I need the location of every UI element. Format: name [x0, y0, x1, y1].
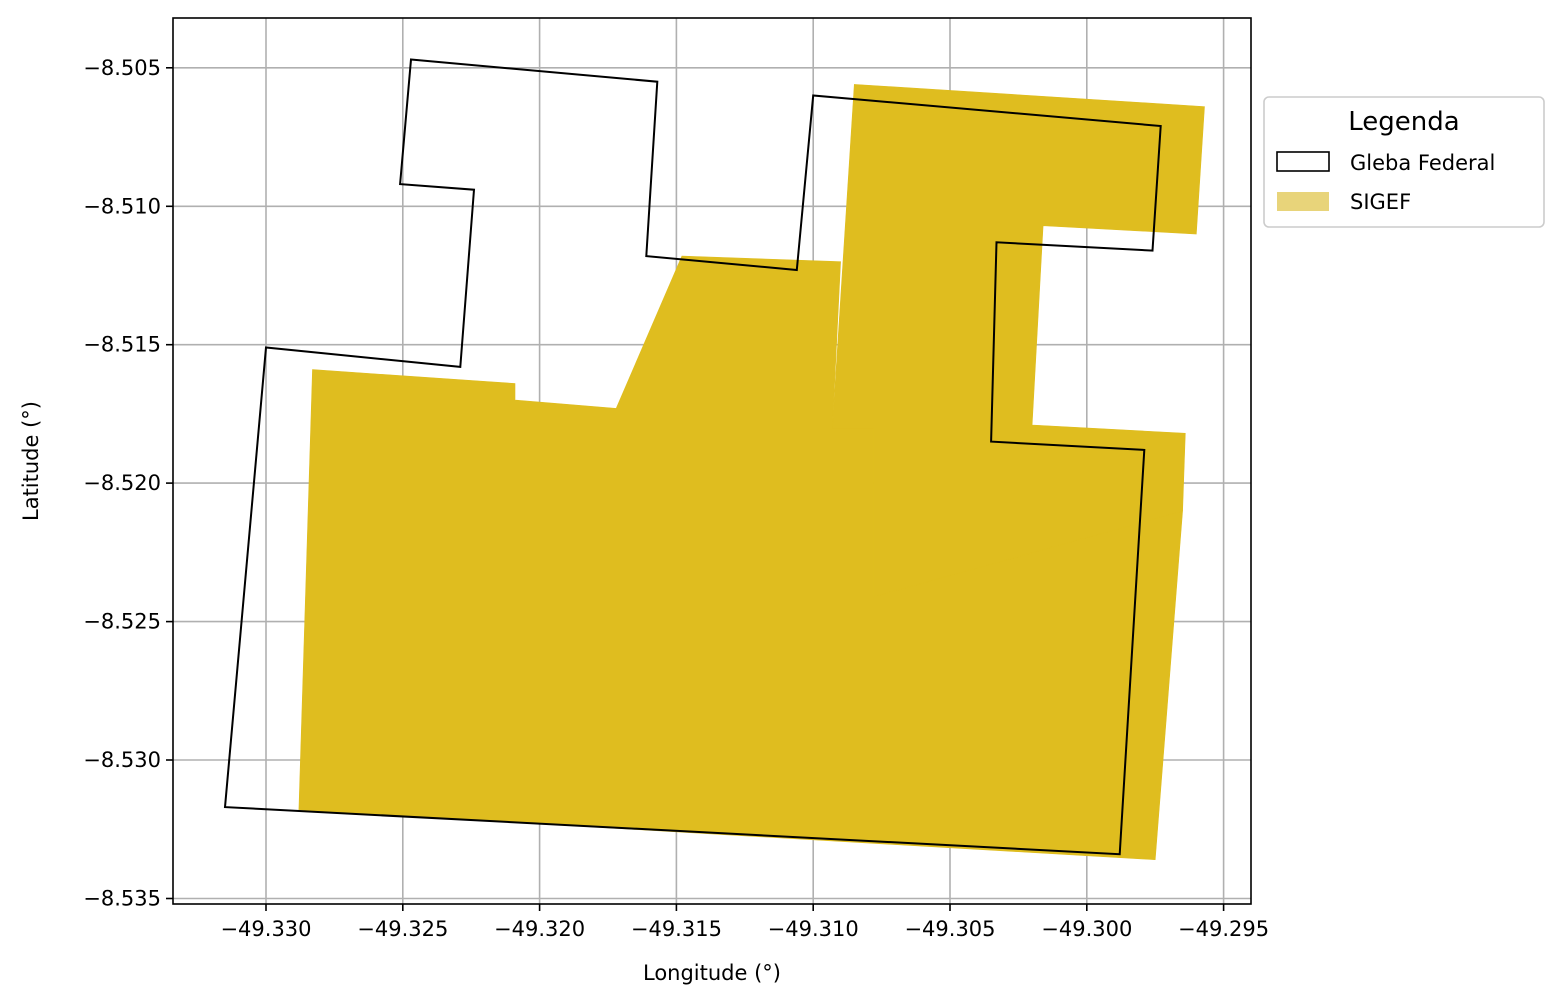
x-tick-label: −49.315: [631, 917, 722, 941]
y-tick-label: −8.530: [83, 748, 161, 772]
gleba-federal-layer: [223, 58, 1162, 856]
x-tick-label: −49.295: [1178, 917, 1269, 941]
y-axis-label: Latitude (°): [19, 401, 43, 521]
x-tick-label: −49.325: [357, 917, 448, 941]
legend-box: [1263, 96, 1545, 228]
sigef-polygon-1: [298, 255, 1183, 861]
y-tick-label: −8.535: [83, 887, 161, 911]
y-tick-label: −8.520: [83, 471, 161, 495]
x-tick-label: −49.300: [1041, 917, 1132, 941]
y-tick-label: −8.510: [83, 194, 161, 218]
y-tick-label: −8.505: [83, 56, 161, 80]
x-tick-label: −49.305: [904, 917, 995, 941]
legend-swatch-sigef: [1277, 192, 1329, 211]
legend-title: Legenda: [1348, 107, 1459, 137]
plot-frame: [172, 17, 1252, 905]
y-tick-label: −8.515: [83, 333, 161, 357]
x-tick-label: −49.310: [768, 917, 859, 941]
y-tick-label: −8.525: [83, 610, 161, 634]
x-axis-label: Longitude (°): [643, 961, 781, 985]
x-tick-label: −49.320: [494, 917, 585, 941]
legend-label-sigef: SIGEF: [1350, 190, 1411, 214]
legend-swatch-gleba-federal: [1276, 151, 1330, 172]
y-axis-ticks: −8.505 −8.510 −8.515 −8.520 −8.525 −8.530 −8.5…: [83, 56, 173, 911]
sigef-layer: [298, 84, 1205, 861]
sigef-polygon-2: [832, 84, 1205, 598]
legend: Legenda Gleba Federal SIGEF: [1263, 96, 1545, 228]
x-axis-ticks: −49.330 −49.325 −49.320 −49.315 −49.310 −49.3…: [220, 904, 1269, 941]
gleba-federal-polygon-1: [223, 58, 1162, 856]
legend-label-gleba-federal: Gleba Federal: [1350, 151, 1495, 175]
x-tick-label: −49.330: [220, 917, 311, 941]
